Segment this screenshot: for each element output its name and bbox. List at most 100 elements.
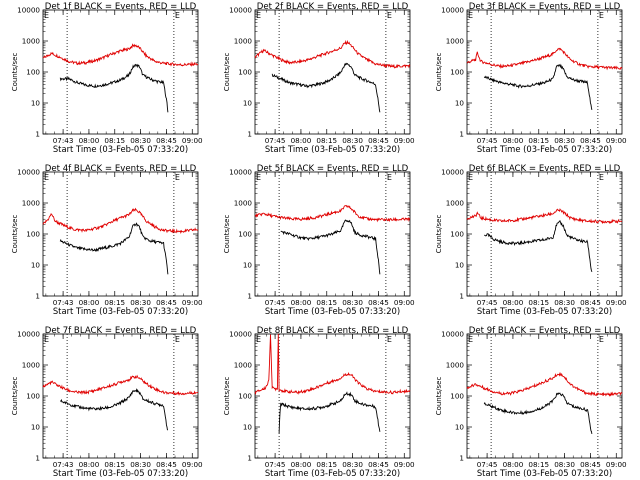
x-tick-label: 08:30 (554, 460, 575, 469)
panel-8: Det 8f BLACK = Events, RED = LLD 1 10 100 10… (223, 326, 415, 478)
e-marker: E (387, 335, 392, 344)
x-tick-label: 09:00 (182, 136, 203, 145)
x-tick-label: 09:00 (606, 136, 627, 145)
y-tick-label: 1000 (234, 37, 253, 46)
x-tick-label: 08:45 (156, 298, 177, 307)
y-tick-label: 1 (35, 454, 40, 463)
x-tick-label: 08:00 (291, 460, 312, 469)
x-tick-label: 09:00 (182, 298, 203, 307)
y-tick-label: 10000 (17, 330, 40, 339)
y-tick-label: 1 (459, 130, 464, 139)
y-tick-label: 100 (450, 230, 464, 239)
x-tick-label: 07:45 (265, 136, 286, 145)
e-marker: E (44, 335, 49, 344)
x-axis-label: Start Time (03-Feb-05 07:33:20) (53, 144, 188, 154)
e-marker: E (175, 335, 180, 344)
panel-6: Det 6f BLACK = Events, RED = LLD 1 10 100 10… (435, 164, 627, 316)
panel-4: Det 4f BLACK = Events, RED = LLD 1 10 100 10… (11, 164, 203, 316)
x-tick-label: 07:45 (265, 298, 286, 307)
y-tick-label: 1000 (22, 361, 41, 370)
x-tick-label: 08:15 (528, 298, 549, 307)
e-marker: E (599, 335, 604, 344)
x-tick-label: 08:15 (316, 460, 337, 469)
lld-series-line (42, 43, 199, 67)
panel-title: Det 8f BLACK = Events, RED = LLD (257, 326, 409, 336)
x-tick-label: 08:15 (316, 298, 337, 307)
y-tick-label: 100 (450, 68, 464, 77)
e-marker: E (387, 173, 392, 182)
y-axis-label: Counts/sec (223, 215, 231, 254)
y-tick-label: 100 (26, 392, 40, 401)
x-tick-label: 08:00 (503, 460, 524, 469)
x-tick-label: 08:30 (342, 298, 363, 307)
panel-3: Det 3f BLACK = Events, RED = LLD 1 10 100 10… (435, 2, 627, 154)
y-tick-label: 1 (459, 454, 464, 463)
x-tick-label: 08:15 (104, 136, 125, 145)
lld-series-line (42, 374, 199, 396)
y-tick-label: 10 (31, 423, 41, 432)
panel-title: Det 2f BLACK = Events, RED = LLD (257, 2, 409, 12)
e-marker: E (44, 11, 49, 20)
y-tick-label: 1000 (22, 37, 41, 46)
x-tick-label: 08:45 (580, 136, 601, 145)
x-axis-label: Start Time (03-Feb-05 07:33:20) (477, 306, 612, 316)
x-tick-label: 08:15 (316, 136, 337, 145)
y-tick-label: 100 (238, 230, 252, 239)
x-tick-label: 09:00 (394, 298, 415, 307)
x-axis-label: Start Time (03-Feb-05 07:33:20) (53, 306, 188, 316)
x-tick-label: 08:00 (79, 136, 100, 145)
events-series-line (59, 222, 169, 275)
y-tick-label: 1000 (234, 361, 253, 370)
y-tick-label: 10 (243, 99, 253, 108)
y-axis-label: Counts/sec (11, 53, 19, 92)
x-tick-label: 08:30 (554, 136, 575, 145)
y-tick-label: 1000 (446, 199, 465, 208)
y-tick-label: 10000 (229, 168, 252, 177)
plot-frame (466, 333, 623, 459)
plot-frame (42, 9, 199, 135)
y-axis-label: Counts/sec (223, 377, 231, 416)
x-tick-label: 07:43 (53, 460, 74, 469)
y-tick-label: 1 (459, 292, 464, 301)
y-tick-label: 1 (247, 292, 252, 301)
panel-1: Det 1f BLACK = Events, RED = LLD 1 10 100 10… (11, 2, 203, 154)
y-tick-label: 10 (243, 423, 253, 432)
y-tick-label: 1 (247, 130, 252, 139)
lld-series-line (466, 208, 623, 225)
events-series-line (483, 63, 593, 110)
y-tick-label: 1 (247, 454, 252, 463)
x-tick-label: 08:45 (368, 298, 389, 307)
x-tick-label: 08:15 (104, 460, 125, 469)
lld-series-line (42, 207, 199, 234)
x-tick-label: 08:30 (130, 136, 151, 145)
e-marker: E (468, 173, 473, 182)
y-tick-label: 10000 (441, 330, 464, 339)
panel-title: Det 9f BLACK = Events, RED = LLD (469, 326, 621, 336)
y-axis-label: Counts/sec (11, 215, 19, 254)
y-tick-label: 10 (455, 261, 465, 270)
y-tick-label: 10000 (17, 6, 40, 15)
x-axis-label: Start Time (03-Feb-05 07:33:20) (477, 468, 612, 478)
y-tick-label: 1000 (22, 199, 41, 208)
x-axis-label: Start Time (03-Feb-05 07:33:20) (265, 144, 400, 154)
lld-series-line (466, 47, 623, 71)
y-axis-label: Counts/sec (435, 377, 443, 416)
x-tick-label: 08:00 (503, 298, 524, 307)
plot-frame (42, 333, 199, 459)
y-tick-label: 1000 (446, 361, 465, 370)
y-tick-label: 10 (243, 261, 253, 270)
events-series-line (278, 391, 381, 434)
y-tick-label: 10000 (441, 6, 464, 15)
e-marker: E (599, 11, 604, 20)
x-tick-label: 08:00 (79, 298, 100, 307)
e-marker: E (175, 11, 180, 20)
y-tick-label: 10 (31, 99, 41, 108)
y-axis-label: Counts/sec (435, 215, 443, 254)
x-axis-label: Start Time (03-Feb-05 07:33:20) (53, 468, 188, 478)
e-marker: E (256, 11, 261, 20)
panel-title: Det 5f BLACK = Events, RED = LLD (257, 164, 409, 174)
y-axis-label: Counts/sec (11, 377, 19, 416)
x-tick-label: 07:43 (53, 298, 74, 307)
x-tick-label: 08:45 (580, 460, 601, 469)
